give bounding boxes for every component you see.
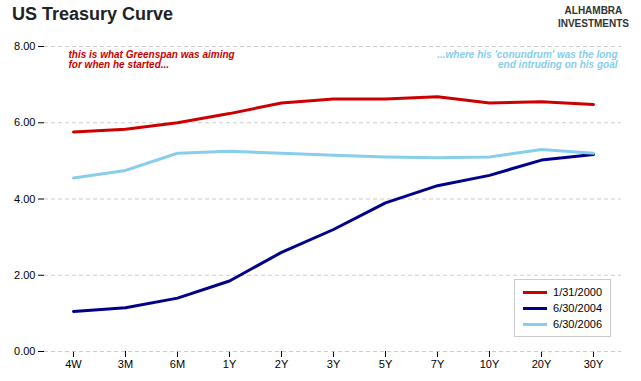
svg-text:6M: 6M bbox=[170, 358, 185, 370]
svg-text:this is what Greenspan was aim: this is what Greenspan was aimingfor whe… bbox=[69, 49, 235, 70]
svg-text:1Y: 1Y bbox=[223, 358, 237, 370]
html-text:1/31/2000: 1/31/2000 bbox=[553, 286, 602, 298]
svg-text:30Y: 30Y bbox=[584, 358, 604, 370]
svg-text:10Y: 10Y bbox=[480, 358, 500, 370]
svg-text:5Y: 5Y bbox=[379, 358, 393, 370]
svg-text:2.00: 2.00 bbox=[14, 269, 35, 281]
svg-text:7Y: 7Y bbox=[431, 358, 445, 370]
svg-text:4.00: 4.00 bbox=[14, 193, 35, 205]
svg-text:20Y: 20Y bbox=[532, 358, 552, 370]
svg-text:6.00: 6.00 bbox=[14, 116, 35, 128]
svg-text:2Y: 2Y bbox=[275, 358, 289, 370]
svg-text:3M: 3M bbox=[118, 358, 133, 370]
html-text:ALHAMBRA INVESTMENTS: ALHAMBRA INVESTMENTS bbox=[557, 5, 629, 29]
svg-text:3Y: 3Y bbox=[327, 358, 341, 370]
svg-text:0.00: 0.00 bbox=[14, 345, 35, 357]
html-text:6/30/2004: 6/30/2004 bbox=[553, 302, 602, 314]
svg-text:8.00: 8.00 bbox=[14, 40, 35, 52]
svg-text:...where his 'conundrum' was t: ...where his 'conundrum' was the longend… bbox=[437, 49, 618, 70]
html-text:6/30/2006: 6/30/2006 bbox=[553, 318, 602, 330]
svg-text:4W: 4W bbox=[65, 358, 82, 370]
html-text:US Treasury Curve: US Treasury Curve bbox=[12, 4, 174, 24]
